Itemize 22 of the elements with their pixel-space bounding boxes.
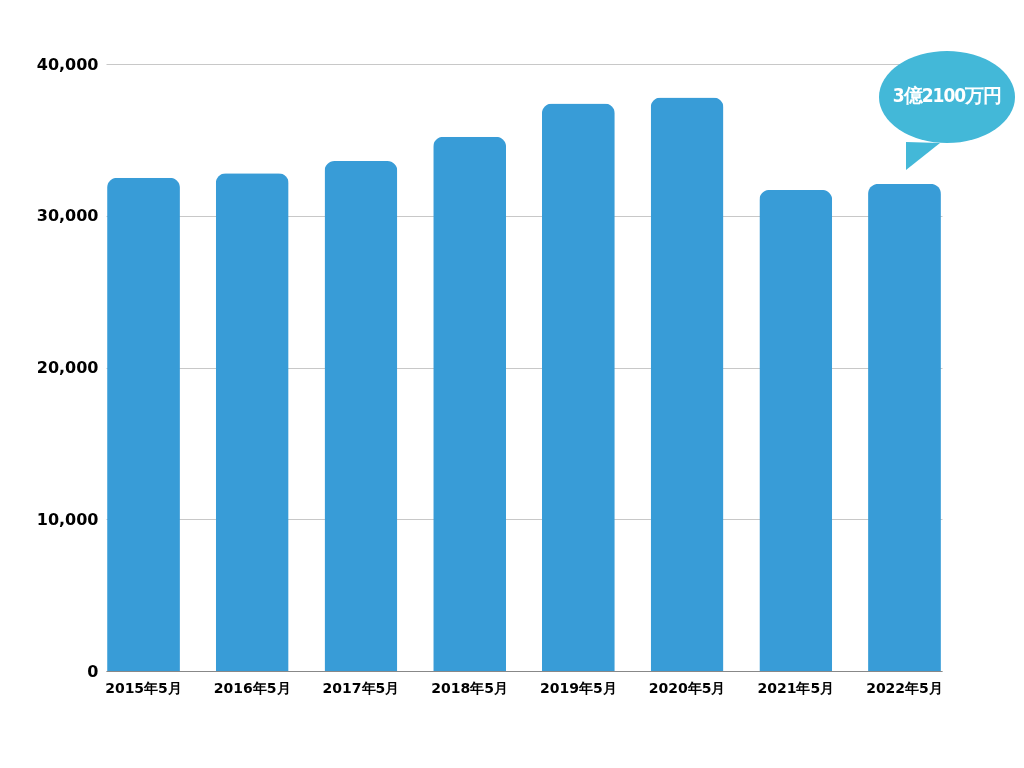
x-tick-label: 2017年5月 [322,679,400,696]
bar [433,136,507,671]
bar [541,103,615,671]
bar [759,189,833,671]
x-tick-label: 2021年5月 [757,679,835,696]
x-tick-label: 2020年5月 [648,679,726,696]
y-tick-label: 20,000 [36,358,99,377]
bar [324,161,398,671]
bar [215,173,289,671]
bar [107,177,180,671]
annotation: 3億2100万円 [891,83,1003,108]
bar [868,183,941,671]
x-tick-label: 2019年5月 [540,679,617,696]
x-tick-label: 2022年5月 [866,679,943,696]
bar [650,97,724,671]
x-tick-label: 2018年5月 [431,679,508,696]
y-tick-label: 40,000 [36,54,99,74]
y-tick-label: 30,000 [36,206,99,226]
x-tick-label: 2015年5月 [105,679,182,696]
y-tick-label: 10,000 [36,509,99,529]
x-tick-label: 2016年5月 [213,679,291,696]
y-tick-label: 0 [87,661,99,681]
